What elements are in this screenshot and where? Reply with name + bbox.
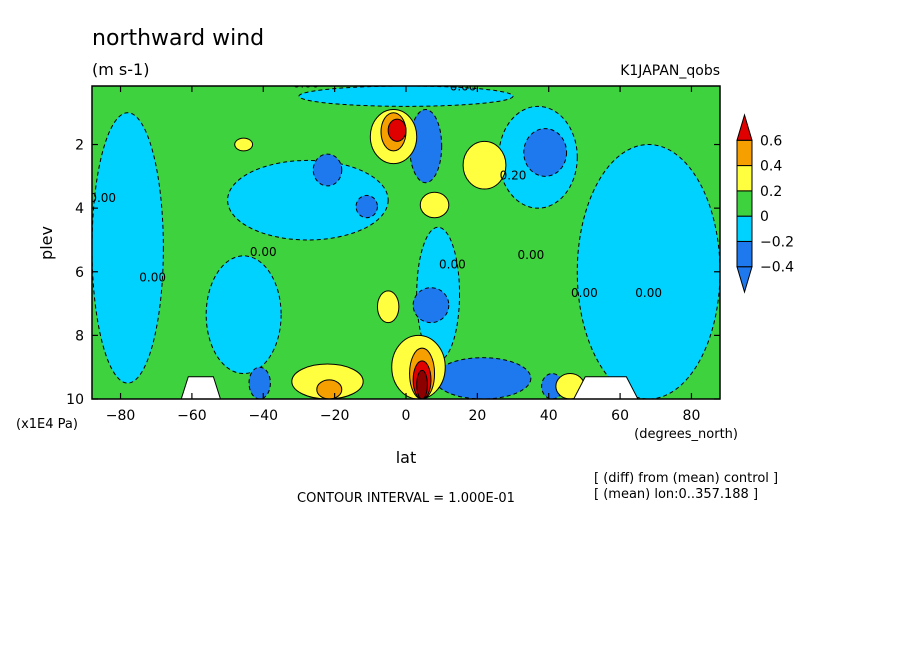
colorbar-triangle-low [736,266,753,294]
contour-label: 0.00 [518,248,545,262]
contour-region-neg [576,144,720,399]
contour-label: 0.00 [450,79,477,93]
y-axis-units: (x1E4 Pa) [16,417,78,432]
contour-label: 0.00 [635,286,662,300]
contour-region-neg [298,86,514,107]
contour-label: 0.00 [293,76,320,90]
chart-title: northward wind [92,26,264,51]
contour-region-neg_high [434,357,532,399]
x-tick-label: −20 [320,408,350,424]
colorbar-segment [736,240,753,268]
colorbar-label: 0 [760,209,769,225]
contour-region-pos_top [416,369,428,399]
colorbar-label: −0.4 [760,260,794,276]
y-tick-label: 4 [75,201,84,217]
plot-area: 0.00 0.00 0.00 0.00 0.00 0.00 0.00 0.00 0.00 0.20 [89,76,720,399]
chart-units: (m s-1) [92,60,149,79]
y-tick-label: 6 [75,265,84,281]
colorbar-segment [736,165,753,192]
colorbar-label: −0.2 [760,234,794,250]
contour-region-pos_mid [316,379,343,399]
contour-region-neg_high [355,194,378,219]
colorbar-segment [736,215,753,242]
colorbar-label: 0.6 [760,133,782,149]
x-tick-label: −40 [248,408,278,424]
contour-region-pos [376,290,400,324]
x-tick-label: −80 [106,408,136,424]
contour-region-neg_high [312,153,343,187]
x-tick-label: 80 [683,408,701,424]
contour-label: 0.00 [89,191,116,205]
colorbar: −0.4 −0.2 0 0.2 0.4 0.6 [736,113,794,294]
diff-note: [ (diff) from (mean) control ] [594,471,778,486]
colorbar-segment [736,190,753,217]
x-tick-label: −60 [177,408,207,424]
contour-region-pos_high [387,118,407,142]
contour-label: 0.00 [250,245,277,259]
contour-region-neg [92,112,164,384]
x-tick-label: 20 [468,408,486,424]
contour-region-neg_high [248,366,271,399]
contour-region-pos [234,137,254,152]
colorbar-label: 0.4 [760,159,782,175]
contour-region-neg [205,255,282,375]
x-axis-units: (degrees_north) [634,427,738,442]
contour-label: 0.00 [439,258,466,272]
mean-note: [ (mean) lon:0..357.188 ] [594,487,758,502]
contour-label: 0.00 [571,286,598,300]
colorbar-triangle-high [736,113,753,141]
x-axis-title: lat [396,448,417,467]
y-axis-title: plev [37,226,56,260]
x-axis: −80 −60 −40 −20 0 20 40 60 80 [106,86,701,424]
dataset-label: K1JAPAN_qobs [620,63,720,79]
contour-region-pos [462,140,507,190]
contour-region-missing [180,376,221,399]
contour-interval-text: CONTOUR INTERVAL = 1.000E-01 [297,491,515,506]
contour-label: 0.20 [500,169,527,183]
contour-labels: 0.00 0.00 0.00 0.00 0.00 0.00 0.00 0.00 0.00 0.20 [89,76,662,300]
contour-region-missing [573,376,639,399]
x-tick-label: 60 [611,408,629,424]
y-tick-label: 2 [75,138,84,154]
contour-fill-regions [92,86,720,399]
contour-region-pos [419,191,450,219]
colorbar-segment [736,139,753,167]
x-tick-label: 40 [540,408,558,424]
contour-region-neg_high [523,128,568,177]
contour-label: 0.00 [139,270,166,284]
y-tick-label: 10 [66,392,84,408]
contour-region-neg [227,159,389,241]
x-tick-label: 0 [402,408,411,424]
y-tick-label: 8 [75,328,84,344]
y-axis: 2 4 6 8 10 [66,138,720,408]
contour-region-neg_high [412,287,450,324]
colorbar-label: 0.2 [760,184,782,200]
